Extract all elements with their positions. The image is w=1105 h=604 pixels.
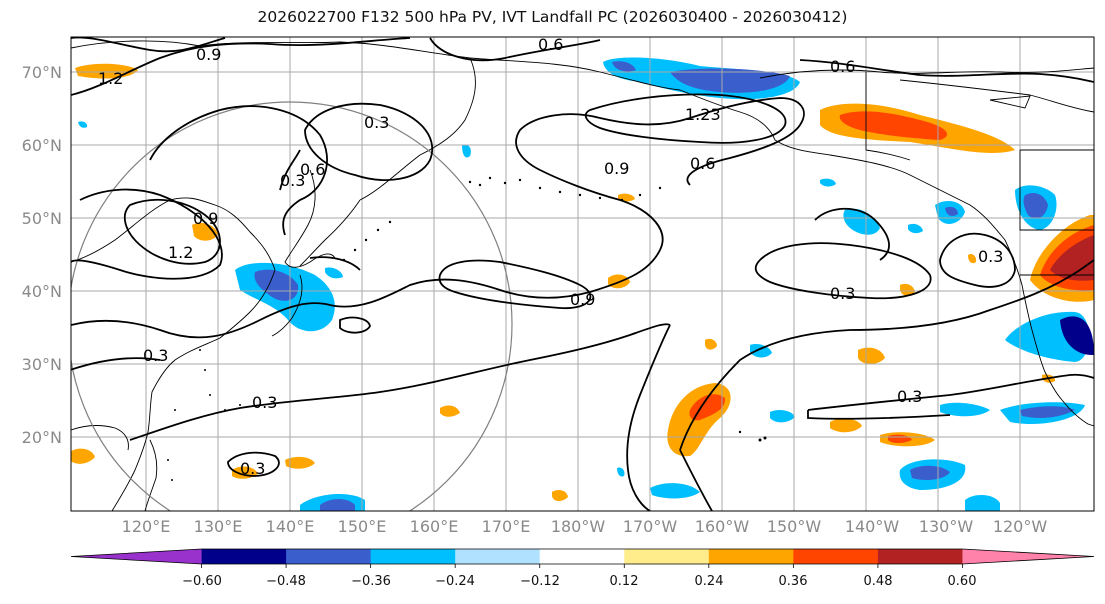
- colorbar-tick-label: −0.24: [435, 574, 475, 589]
- contour-label: 0.6: [690, 154, 715, 173]
- contour-label: 0.3: [978, 247, 1003, 266]
- colorbar-segment: [624, 549, 710, 564]
- map-frame: [70, 36, 1095, 512]
- contour-label: 0.6: [538, 35, 563, 54]
- lat-label: 30°N: [21, 355, 62, 374]
- contour-label: 0.3: [830, 284, 855, 303]
- ivt-shading: [71, 57, 1094, 511]
- contour-label: 0.3: [280, 171, 305, 190]
- contour-label: 0.3: [364, 113, 389, 132]
- contour-label: 1.2: [168, 243, 193, 262]
- contour-label: 0.9: [570, 290, 595, 309]
- lon-label: 180°W: [550, 517, 606, 536]
- colorbar-segment: [793, 549, 879, 564]
- contour-label: 0.3: [143, 346, 168, 365]
- colorbar-tick-label: 0.60: [947, 574, 977, 589]
- contour-label: 0.3: [252, 393, 277, 412]
- lat-label: 60°N: [21, 136, 62, 155]
- pv-contours: [71, 37, 1094, 511]
- colorbar-tick-label: −0.48: [266, 574, 306, 589]
- lon-label: 150°W: [766, 517, 822, 536]
- colorbar-tick-label: −0.12: [520, 574, 560, 589]
- graticule: [71, 37, 1094, 511]
- colorbar-segment: [962, 549, 1094, 564]
- colorbar-tick-label: −0.36: [351, 574, 391, 589]
- contour-label: 1.2: [98, 69, 123, 88]
- lon-label: 160°W: [694, 517, 750, 536]
- contour-label: 0.9: [196, 45, 221, 64]
- lon-label: 160°E: [409, 517, 459, 536]
- colorbar-tick-label: 0.24: [694, 574, 724, 589]
- lon-label: 130°E: [193, 517, 243, 536]
- colorbar-tick-label: 0.36: [778, 574, 808, 589]
- colorbar-segment: [708, 549, 794, 564]
- colorbar-segment: [71, 549, 202, 564]
- target-circle: [71, 101, 513, 511]
- lon-label: 140°E: [265, 517, 315, 536]
- colorbar-segment: [539, 549, 625, 564]
- lat-label: 20°N: [21, 428, 62, 447]
- map-content: 0.9 0.6 0.3 1.2 0.6 1.23 0.9 0.6 0.3 0.9…: [71, 35, 1094, 511]
- contour-label: 0.6: [830, 57, 855, 76]
- contour-labels: 0.9 0.6 0.3 1.2 0.6 1.23 0.9 0.6 0.3 0.9…: [98, 35, 1003, 478]
- colorbar: [70, 548, 1095, 568]
- colorbar-tick-label: −0.60: [182, 574, 222, 589]
- lon-label: 120°E: [121, 517, 171, 536]
- contour-label: 0.9: [604, 159, 629, 178]
- lat-label: 50°N: [21, 209, 62, 228]
- colorbar-segment: [286, 549, 372, 564]
- lat-label: 40°N: [21, 282, 62, 301]
- colorbar-tick-label: 0.48: [863, 574, 893, 589]
- contour-label: 0.3: [897, 387, 922, 406]
- contour-label: 0.3: [240, 459, 265, 478]
- lon-label: 150°E: [337, 517, 387, 536]
- colorbar-segment: [455, 549, 541, 564]
- lon-label: 140°W: [844, 517, 900, 536]
- lon-label: 130°W: [918, 517, 974, 536]
- lon-label: 120°W: [992, 517, 1048, 536]
- colorbar-tick-label: 0.12: [609, 574, 639, 589]
- contour-label: 0.9: [193, 209, 218, 228]
- lon-label: 170°W: [622, 517, 678, 536]
- colorbar-segment: [201, 549, 287, 564]
- map-title: 2026022700 F132 500 hPa PV, IVT Landfall…: [257, 8, 848, 26]
- contour-label: 1.23: [685, 105, 721, 124]
- colorbar-segment: [370, 549, 456, 564]
- contour-label: 0.6: [300, 160, 325, 179]
- colorbar-segment: [877, 549, 963, 564]
- lon-label: 170°E: [481, 517, 531, 536]
- lat-label: 70°N: [21, 63, 62, 82]
